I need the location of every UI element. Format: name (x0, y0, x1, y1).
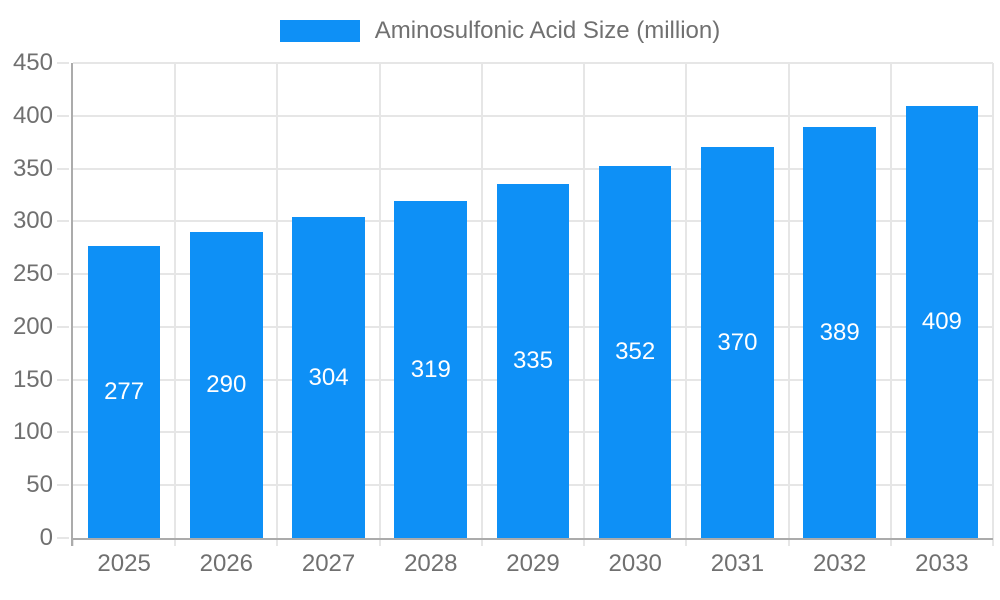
y-tick-label: 450 (12, 49, 53, 76)
x-axis-line (71, 538, 993, 540)
x-tick-label: 2027 (301, 550, 356, 577)
y-tick-label: 50 (26, 471, 53, 499)
x-tick-label: 2029 (506, 550, 560, 577)
y-axis-line (71, 63, 73, 546)
x-tick-mark (276, 538, 279, 546)
x-tick-mark (174, 538, 177, 546)
gridline-v (276, 63, 279, 538)
y-tick-label: 400 (12, 101, 53, 129)
gridline-v (889, 63, 892, 538)
y-tick-mark (57, 484, 69, 487)
bar-value-label: 277 (104, 377, 145, 405)
bar-value-label: 409 (921, 308, 962, 336)
gridline-v (174, 63, 177, 538)
bar: 290 (190, 231, 263, 538)
y-tick-label: 150 (12, 365, 53, 393)
bar-value-label: 352 (615, 338, 656, 366)
legend-label: Aminosulfonic Acid Size (million) (374, 17, 721, 44)
y-axis-labels: 0 50 100 150 200 250 300 350 400 450 (0, 51, 53, 550)
x-tick-mark (480, 538, 483, 546)
x-tick-mark (889, 538, 892, 546)
bar-value-label: 389 (819, 318, 860, 346)
y-tick-mark (57, 167, 69, 170)
x-tick-mark (72, 538, 74, 546)
gridline-v (480, 63, 483, 538)
gridline-v (378, 63, 381, 538)
x-tick-mark (583, 538, 586, 546)
x-tick-mark (378, 538, 381, 546)
x-tick-label: 2026 (199, 550, 254, 577)
bar-value-label: 290 (206, 370, 247, 398)
x-tick-mark (685, 538, 688, 546)
bar: 409 (905, 106, 979, 538)
y-tick-mark (57, 273, 69, 276)
x-tick-label: 2033 (915, 550, 969, 577)
bar: 370 (701, 147, 774, 538)
y-tick-mark (57, 378, 69, 381)
bar: 389 (803, 127, 876, 538)
x-tick-mark (992, 538, 994, 546)
y-tick-label: 0 (39, 524, 53, 551)
y-tick-mark (57, 325, 69, 328)
y-tick-mark (57, 220, 69, 223)
x-tick-label: 2028 (404, 550, 458, 577)
bar-value-label: 335 (512, 347, 554, 375)
x-tick-label: 2031 (710, 550, 765, 577)
bar: 319 (394, 201, 468, 538)
gridline-h (73, 62, 993, 64)
bar-value-label: 304 (308, 363, 349, 391)
bar: 352 (598, 166, 672, 538)
y-tick-label: 350 (12, 154, 53, 182)
legend-swatch (279, 20, 360, 43)
gridline-h (73, 167, 993, 170)
x-tick-label: 2025 (97, 550, 151, 577)
gridline-v (583, 63, 586, 538)
gridline-v (992, 63, 994, 538)
bar: 335 (496, 184, 570, 538)
x-tick-label: 2030 (608, 550, 662, 577)
y-tick-mark (57, 62, 69, 64)
y-tick-label: 100 (12, 418, 53, 446)
gridline-v (787, 63, 790, 538)
bar-value-label: 319 (410, 355, 451, 383)
y-tick-label: 300 (12, 207, 53, 235)
y-tick-label: 200 (12, 312, 53, 340)
y-tick-mark (57, 431, 69, 434)
y-tick-mark (57, 537, 69, 539)
bar-value-label: 370 (717, 328, 758, 356)
legend[interactable]: Aminosulfonic Acid Size (million) (0, 17, 1000, 46)
bar: 277 (87, 245, 161, 538)
x-tick-label: 2032 (812, 550, 867, 577)
y-tick-mark (57, 114, 69, 117)
y-tick-label: 250 (12, 260, 53, 288)
gridline-h (73, 114, 993, 117)
plot-area: 277 290 304 319 335 352 370 389 409 (57, 62, 994, 546)
x-tick-mark (787, 538, 790, 546)
bar: 304 (292, 217, 365, 538)
gridline-v (685, 63, 688, 538)
x-axis-labels: 2025 2026 2027 2028 2029 2030 2031 2032 2033 (73, 550, 993, 577)
